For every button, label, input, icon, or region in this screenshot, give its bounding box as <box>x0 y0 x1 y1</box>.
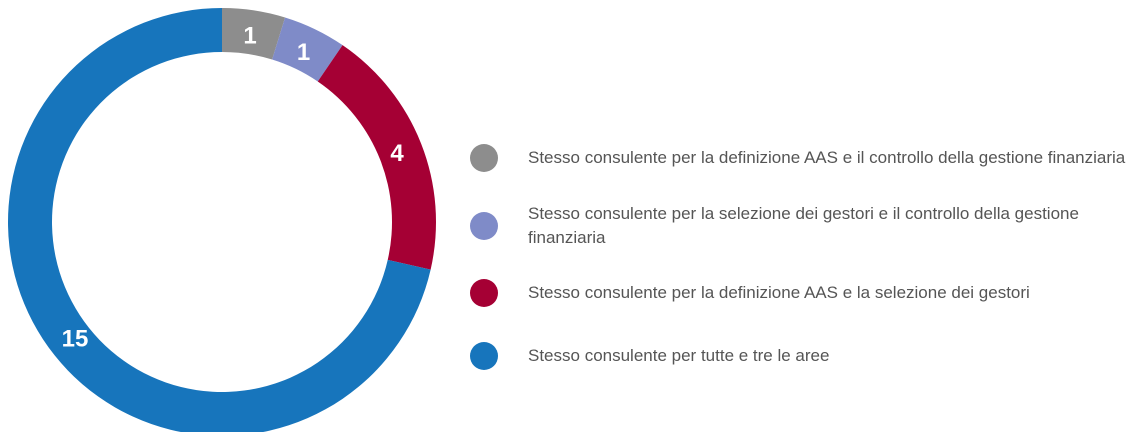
legend-swatch <box>470 212 498 240</box>
legend-item: Stesso consulente per la definizione AAS… <box>470 269 1138 317</box>
donut-slice <box>317 45 436 270</box>
legend-item: Stesso consulente per la selezione dei g… <box>470 202 1138 250</box>
legend-item: Stesso consulente per tutte e tre le are… <box>470 332 1138 380</box>
legend-swatch <box>470 279 498 307</box>
legend-swatch <box>470 144 498 172</box>
legend-label: Stesso consulente per la definizione AAS… <box>528 283 1030 302</box>
value-label: 1 <box>297 39 310 66</box>
legend-label: Stesso consulente per la selezione dei g… <box>528 204 1079 247</box>
donut-slice <box>222 8 286 60</box>
legend-label: Stesso consulente per tutte e tre le are… <box>528 346 830 365</box>
value-label: 15 <box>62 326 89 353</box>
donut-chart: 1 1 4 15 <box>8 8 436 432</box>
legend-label: Stesso consulente per la definizione AAS… <box>528 148 1126 167</box>
value-label: 1 <box>243 23 256 50</box>
legend-item: Stesso consulente per la definizione AAS… <box>470 134 1138 182</box>
donut-slice <box>272 17 343 82</box>
legend-swatch <box>470 342 498 370</box>
value-label: 4 <box>390 140 404 167</box>
